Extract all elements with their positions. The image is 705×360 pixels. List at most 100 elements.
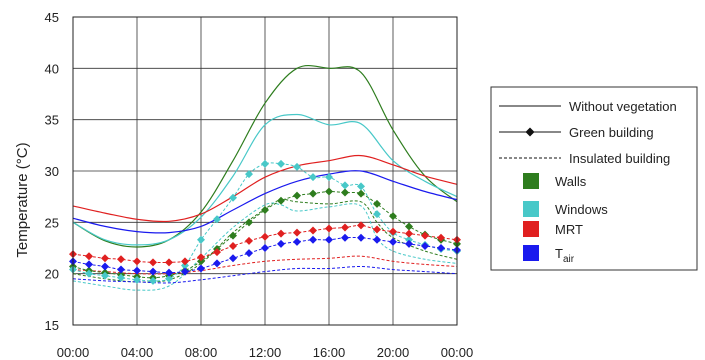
data-point-windows-diamond — [245, 170, 253, 179]
data-point-mrt-diamond — [357, 221, 365, 230]
legend-label-diamond: Green building — [569, 125, 654, 140]
y-tick-label: 15 — [45, 318, 59, 333]
series-line-t-solid — [72, 170, 458, 234]
data-point-t-diamond — [277, 239, 285, 248]
data-point-mrt-diamond — [277, 229, 285, 238]
data-point-walls-diamond — [245, 218, 253, 227]
series-line-windows-solid — [72, 113, 458, 246]
data-point-mrt-diamond — [309, 226, 317, 235]
data-point-walls-diamond — [357, 189, 365, 198]
data-point-windows-diamond — [117, 273, 125, 282]
grid — [72, 16, 458, 326]
x-tick-label: 20:00 — [377, 345, 410, 360]
x-tick-label: 00:00 — [441, 345, 474, 360]
y-tick-label: 30 — [45, 164, 59, 179]
tick-labels: 15 20 25 30 35 40 45 00:00 04:00 08:00 12:00 16:00 2… — [45, 10, 474, 360]
data-point-mrt-diamond — [421, 231, 429, 240]
legend-swatch — [523, 245, 539, 261]
data-point-mrt-diamond — [341, 223, 349, 232]
data-point-mrt-diamond — [437, 233, 445, 242]
data-point-windows-diamond — [373, 210, 381, 219]
data-point-walls-diamond — [261, 206, 269, 215]
data-point-windows-diamond — [277, 159, 285, 168]
data-point-mrt-diamond — [181, 257, 189, 266]
data-point-walls-diamond — [341, 188, 349, 197]
y-tick-label: 25 — [45, 215, 59, 230]
legend-label-variable: Tair — [555, 246, 575, 265]
legend-swatch — [523, 173, 539, 189]
data-point-mrt-diamond — [293, 228, 301, 237]
data-point-mrt-diamond — [389, 227, 397, 236]
data-point-walls-diamond — [309, 189, 317, 198]
data-point-windows-diamond — [261, 159, 269, 168]
data-point-mrt-diamond — [261, 232, 269, 241]
data-point-t-diamond — [117, 265, 125, 274]
data-point-mrt-diamond — [213, 248, 221, 257]
legend-label-variable: MRT — [555, 222, 583, 237]
data-point-windows-diamond — [357, 182, 365, 191]
data-point-windows-diamond — [405, 235, 413, 244]
data-point-t-diamond — [213, 259, 221, 268]
legend: Without vegetation Green building Insulate… — [490, 86, 698, 271]
data-point-walls-diamond — [389, 212, 397, 221]
data-point-t-diamond — [293, 237, 301, 246]
data-point-t-diamond — [197, 264, 205, 273]
y-axis-label: Temperature (°C) — [14, 142, 31, 257]
x-tick-label: 12:00 — [249, 345, 282, 360]
series-line-t-dashed — [72, 265, 458, 284]
x-tick-label: 08:00 — [185, 345, 218, 360]
data-point-t-diamond — [389, 237, 397, 246]
y-tick-label: 40 — [45, 61, 59, 76]
legend-label-solid: Without vegetation — [569, 99, 677, 114]
data-point-windows-diamond — [149, 276, 157, 285]
data-point-t-diamond — [101, 262, 109, 271]
legend-label-variable: Walls — [555, 174, 587, 189]
data-point-mrt-diamond — [245, 236, 253, 245]
data-point-mrt-diamond — [325, 224, 333, 233]
data-point-t-diamond — [133, 266, 141, 275]
data-point-mrt-diamond — [85, 252, 93, 261]
data-point-t-diamond — [437, 244, 445, 252]
legend-marker-diamond — [525, 127, 535, 137]
data-point-walls-diamond — [229, 231, 237, 240]
data-point-mrt-diamond — [405, 229, 413, 238]
data-point-windows-diamond — [85, 269, 93, 278]
legend-swatch — [523, 221, 539, 237]
data-point-mrt-diamond — [133, 257, 141, 266]
series-line-windows-dashed — [72, 202, 458, 291]
data-point-windows-diamond — [341, 181, 349, 190]
data-point-windows-diamond — [213, 215, 221, 224]
legend-swatch — [523, 201, 539, 217]
data-point-t-diamond — [165, 268, 173, 277]
data-point-walls-diamond — [405, 222, 413, 231]
data-point-t-diamond — [373, 235, 381, 244]
data-point-t-diamond — [341, 233, 349, 242]
data-point-walls-diamond — [277, 196, 285, 205]
data-point-t-diamond — [325, 235, 333, 244]
data-point-windows-diamond — [181, 261, 189, 270]
data-point-walls-diamond — [197, 257, 205, 266]
y-tick-label: 45 — [45, 10, 59, 25]
data-point-mrt-diamond — [165, 258, 173, 267]
data-point-windows-diamond — [229, 193, 237, 202]
data-point-windows-diamond — [293, 162, 301, 171]
data-point-t-diamond — [181, 267, 189, 276]
x-tick-label: 16:00 — [313, 345, 346, 360]
data-point-mrt-diamond — [229, 241, 237, 250]
data-point-t-diamond — [421, 241, 429, 250]
series-line-mrt-solid — [72, 154, 458, 223]
data-point-windows-diamond — [309, 173, 317, 182]
data-point-t-diamond — [229, 254, 237, 263]
data-point-mrt-diamond — [117, 255, 125, 264]
x-tick-label: 00:00 — [57, 345, 90, 360]
data-point-mrt-diamond — [149, 258, 157, 267]
plot-frame — [72, 16, 458, 326]
legend-box — [490, 86, 698, 271]
y-tick-label: 35 — [45, 113, 59, 128]
data-point-t-diamond — [245, 249, 253, 258]
y-tick-label: 20 — [45, 267, 59, 282]
data-point-mrt-diamond — [197, 253, 205, 262]
legend-label-dashed: Insulated building — [569, 151, 670, 166]
data-point-walls-diamond — [293, 191, 301, 200]
